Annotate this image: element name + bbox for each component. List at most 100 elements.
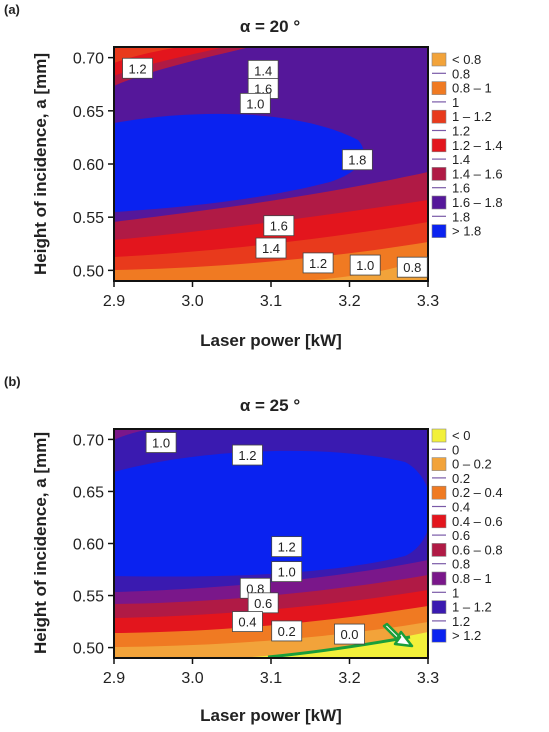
contour-label-text: 0.0 [340,627,358,642]
legend-label: 0.8 [452,66,470,81]
legend-line-item: 0 [432,442,459,457]
y-tick-label: 0.55 [73,589,104,606]
legend-label: < 0 [452,428,470,443]
legend-item: < 0 [431,428,470,443]
legend-swatch [431,571,447,586]
direction-arrow [382,622,414,648]
contour-label: 1.8 [341,149,373,171]
legend-line-item: 1.8 [432,209,470,224]
contour-label-box [349,254,381,276]
contour-label-box [271,561,303,583]
contour-label-text: 1.2 [309,256,327,271]
legend-swatch [431,52,447,67]
x-tick-label: 2.9 [103,293,125,310]
legend-line-item: 1 [432,585,459,600]
legend-swatch [431,109,447,124]
x-tick-label: 3.1 [260,293,282,310]
legend-swatch [431,457,447,471]
contour-label-text: 1.0 [246,96,264,111]
contour-label-text: 1.2 [129,61,147,76]
y-tick-label: 0.60 [73,537,104,554]
legend-line-item: 0.4 [432,500,470,515]
contour-label-box [122,57,153,79]
legend-line-item: 0.8 [432,557,470,572]
legend-label: > 1.8 [452,224,481,239]
legend-label: 1.4 – 1.6 [452,166,503,181]
contour-label-box [255,237,287,259]
contour-label-box [232,444,263,466]
legend-swatch [431,514,447,529]
panel-b-contour-field [114,429,428,658]
legend-swatch [431,600,447,614]
panel-a-label: (a) [4,2,20,17]
legend-label: 1.2 [452,124,470,139]
band-a-0.8-1 [114,242,428,281]
contour-label-box [302,252,334,274]
contour-label-text: 1.4 [262,241,280,256]
legend-line-item: 0.8 [432,66,470,81]
legend-label: 1.6 – 1.8 [452,195,503,210]
contour-label: 1.6 [263,215,295,237]
contour-label: 0.0 [334,623,365,645]
band-a-gt-1.8 [114,113,364,212]
contour-label-text: 1.0 [152,436,170,451]
y-tick-label: 0.70 [73,432,104,449]
contour-label: 1.0 [349,254,381,276]
panel-a-y-axis-label: Height of incidence, a [mm] [31,53,50,275]
legend-item: 1.2 – 1.4 [431,138,503,153]
band-b-gt-1.2 [114,450,428,577]
legend-item: 0.8 – 1 [431,571,492,586]
panel-a-title: α = 20 ° [240,17,300,36]
legend-item: 0 – 0.2 [431,457,492,472]
legend-item: < 0.8 [431,52,481,67]
legend-item: 1 – 1.2 [431,600,492,615]
contour-label-box [334,623,365,645]
legend-label: 0.8 – 1 [452,571,492,586]
contour-label: 1.4 [247,60,279,81]
legend-label: 0.6 – 0.8 [452,542,503,557]
legend-item: 0.2 – 0.4 [431,485,503,500]
contour-label-text: 1.0 [356,258,374,273]
y-tick-label: 0.70 [73,51,104,68]
x-tick-label: 3.3 [417,293,439,310]
legend-line-item: 1.6 [432,181,470,196]
band-a-1.2-1.4 [114,47,428,281]
legend-swatch [431,167,447,181]
contour-label: 1.4 [255,237,287,259]
legend-label: 1.2 – 1.4 [452,138,503,153]
legend-swatch [431,138,447,153]
contour-label: 1.0 [145,432,177,453]
legend-label: 0.2 [452,471,470,486]
legend-label: 0.6 [452,528,470,543]
legend-line-item: 1.2 [432,614,470,629]
y-tick-label: 0.65 [73,104,104,121]
contour-label-text: 1.8 [348,153,366,168]
contour-label-text: 1.6 [270,219,288,234]
panel-a-contour-labels: 1.2 1.41.61.01.81.61.41.2 1.0 0.8 [122,57,428,278]
contour-label-box [263,215,295,237]
legend-item: 0.4 – 0.6 [431,514,503,529]
legend-swatch [431,195,447,210]
legend-swatch [431,224,447,238]
contour-label-box [232,611,263,632]
contour-label-box [396,256,428,278]
contour-label-box [247,592,279,614]
contour-label: 1.2 [232,444,263,466]
contour-label-text: 1.2 [238,448,256,463]
panel-b-legend: < 000 – 0.20.20.2 – 0.40.40.4 – 0.60.60.… [431,428,503,643]
legend-item: 1 – 1.2 [431,109,492,124]
legend-swatch [431,428,447,443]
contour-label: 0.4 [232,611,263,632]
legend-label: 1.4 [452,152,470,167]
contour-label-text: 0.2 [278,624,296,639]
y-tick-label: 0.65 [73,484,104,501]
legend-label: 1.6 [452,181,470,196]
contour-label: 1.0 [271,561,303,583]
x-tick-label: 3.0 [181,670,203,687]
panel-b-title: α = 25 ° [240,396,300,415]
contour-label-text: 1.2 [278,540,296,555]
panel-b-x-axis-label: Laser power [kW] [200,706,342,725]
contour-label-box [271,620,303,642]
legend-label: 0.4 [452,500,470,515]
